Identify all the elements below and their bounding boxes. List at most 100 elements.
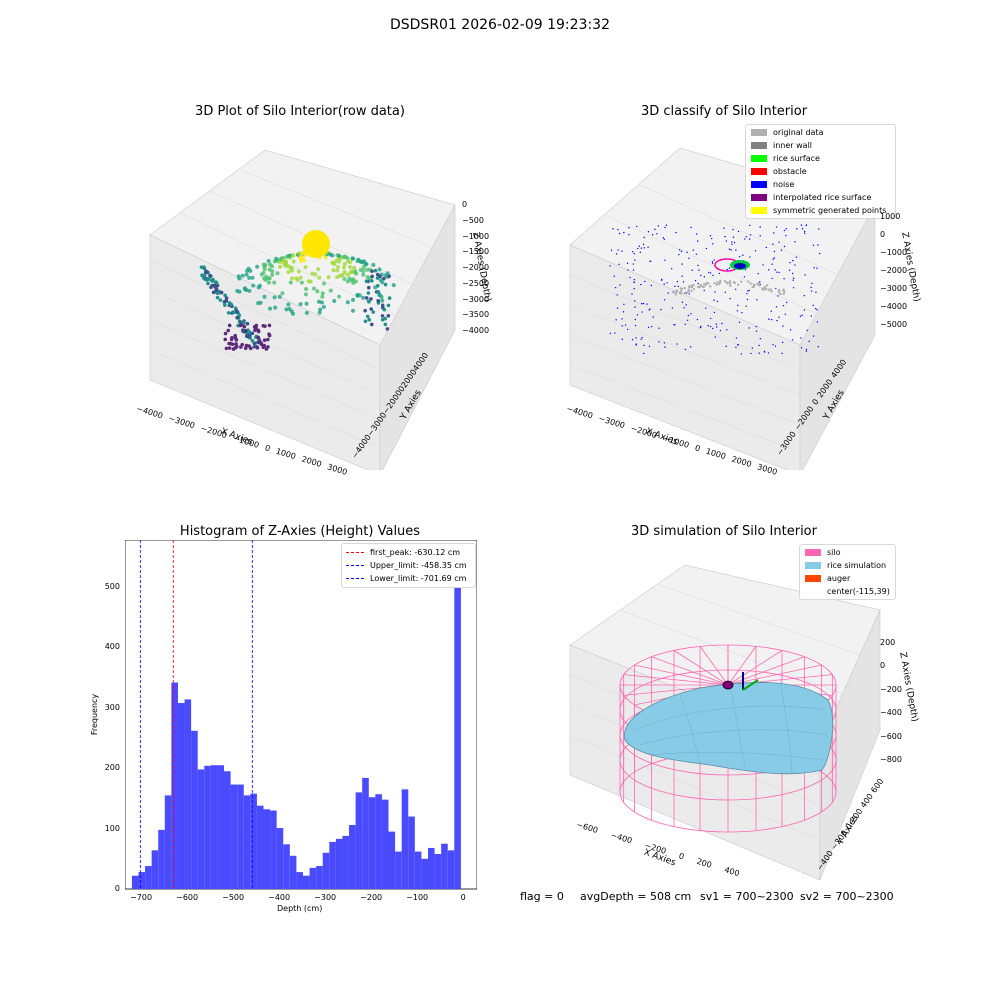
histogram-bar: [401, 789, 409, 889]
noise-point: [632, 251, 634, 253]
data-point: [223, 303, 227, 307]
noise-point: [684, 323, 686, 325]
data-point: [223, 293, 227, 298]
noise-point: [725, 345, 727, 348]
noise-point: [651, 234, 654, 236]
data-point: [256, 335, 260, 340]
noise-point: [678, 249, 681, 251]
noise-point: [763, 350, 766, 353]
data-point: [361, 272, 366, 277]
silo-spoke: [727, 656, 805, 686]
data-point: [366, 299, 371, 304]
histogram-bar: [368, 797, 376, 889]
noise-point: [621, 318, 623, 320]
data-point: [258, 300, 263, 305]
noise-point: [660, 279, 663, 281]
noise-point: [772, 243, 774, 245]
noise-point: [635, 337, 637, 339]
data-point: [256, 328, 261, 333]
figure-title: DSDSR01 2026-02-09 19:23:32: [389, 17, 610, 33]
noise-point: [615, 253, 618, 255]
data-point: [375, 272, 380, 277]
noise-point: [665, 224, 668, 226]
data-point: [250, 331, 255, 336]
data-point: [386, 303, 391, 308]
silo-spoke: [673, 650, 729, 686]
x-tick-label: −600: [176, 893, 199, 902]
data-point: [224, 346, 229, 351]
noise-point: [778, 316, 780, 318]
data-point: [376, 290, 381, 294]
data-point: [238, 345, 243, 349]
data-point: [328, 288, 333, 293]
wall-point: [683, 287, 686, 290]
noise-point: [714, 291, 716, 293]
histogram-bar: [454, 559, 461, 889]
noise-point: [726, 329, 728, 331]
noise-point: [803, 294, 806, 297]
noise-point: [621, 325, 623, 327]
wall-point: [696, 285, 700, 289]
noise-point: [675, 231, 677, 234]
data-point: [373, 268, 378, 273]
data-point: [251, 283, 256, 288]
data-point: [332, 298, 337, 303]
noise-point: [713, 311, 716, 314]
noise-point: [771, 263, 773, 265]
y-tick-label: 400: [104, 642, 120, 652]
data-point: [267, 267, 272, 272]
noise-point: [681, 263, 683, 265]
wall-point: [739, 280, 743, 283]
histogram-bar: [381, 799, 389, 889]
classified-point-cloud: [609, 224, 821, 355]
noise-point: [634, 259, 636, 261]
noise-point: [629, 276, 631, 279]
noise-point: [650, 325, 653, 328]
data-point: [304, 310, 309, 315]
data-point: [272, 280, 277, 285]
noise-point: [749, 256, 751, 258]
noise-point: [732, 236, 735, 238]
noise-point: [716, 326, 718, 328]
noise-point: [684, 348, 687, 351]
data-point: [201, 276, 206, 280]
noise-point: [617, 228, 619, 231]
noise-point: [812, 335, 815, 337]
histogram-plot: [125, 540, 477, 890]
noise-point: [817, 345, 820, 348]
noise-point: [816, 308, 818, 311]
x-tick-label: −200: [360, 893, 383, 902]
noise-point: [731, 243, 733, 245]
noise-point: [758, 352, 760, 354]
noise-point: [805, 350, 808, 352]
noise-point: [614, 286, 617, 289]
dense-peak-cluster: [302, 230, 330, 258]
wall-point: [765, 284, 769, 287]
data-point: [238, 323, 243, 328]
data-point: [322, 281, 327, 286]
wall-point: [763, 285, 767, 289]
data-point: [233, 345, 238, 350]
data-point: [380, 317, 385, 322]
histogram-bar: [283, 844, 290, 889]
data-point: [202, 265, 206, 269]
histogram-title: Histogram of Z-Axies (Height) Values: [179, 524, 421, 539]
noise-point: [690, 313, 692, 315]
data-point: [261, 345, 266, 350]
simulation-plot-title: 3D simulation of Silo Interior: [631, 524, 817, 539]
data-point: [284, 307, 289, 312]
noise-point: [775, 306, 778, 308]
legend-swatch: [805, 575, 821, 582]
legend-line-lower: [346, 578, 364, 579]
data-point: [350, 308, 355, 313]
noise-point: [650, 284, 653, 287]
data-point: [370, 279, 374, 283]
histogram-bar: [421, 858, 428, 889]
histogram-bar: [349, 824, 356, 889]
noise-point: [703, 289, 705, 292]
wall-point: [684, 291, 687, 295]
noise-point: [618, 232, 621, 235]
data-point: [330, 260, 335, 265]
noise-point: [803, 309, 806, 311]
data-point: [345, 259, 350, 264]
